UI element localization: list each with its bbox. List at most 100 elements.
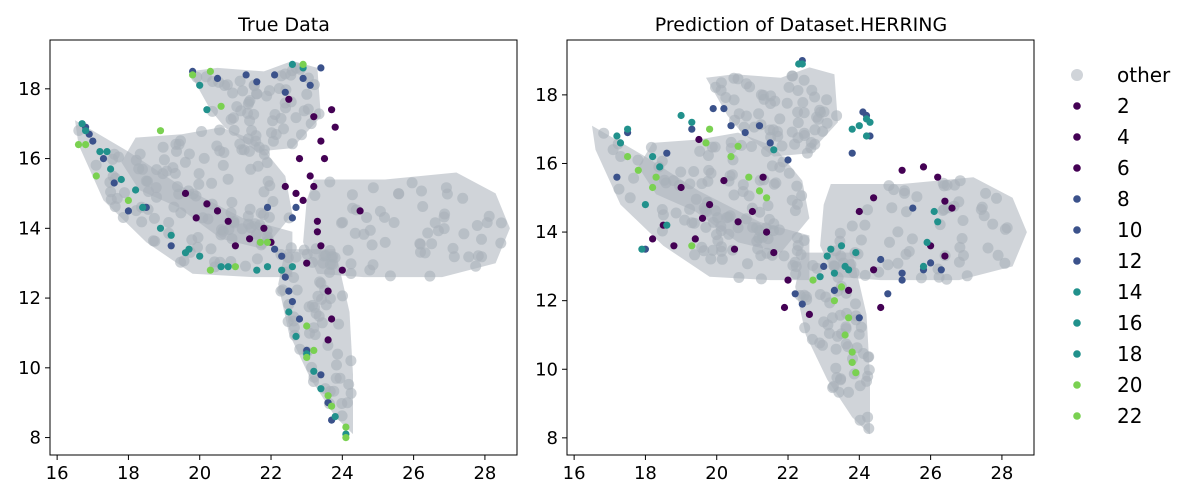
other-point bbox=[322, 339, 334, 351]
other-point bbox=[108, 148, 120, 160]
other-point bbox=[783, 167, 795, 179]
x-tick-label: 22 bbox=[777, 463, 800, 484]
cluster-4-point bbox=[941, 252, 949, 260]
other-point bbox=[624, 192, 636, 204]
cluster-4-point bbox=[292, 189, 300, 197]
x-tick-label: 16 bbox=[46, 463, 69, 484]
cluster-20-point bbox=[324, 392, 332, 400]
legend-marker bbox=[1073, 319, 1081, 327]
other-point bbox=[798, 235, 810, 246]
other-point bbox=[831, 110, 843, 122]
cluster-16-point bbox=[641, 201, 650, 209]
other-point bbox=[258, 209, 270, 221]
cluster-8-point bbox=[898, 269, 906, 277]
other-point bbox=[472, 250, 484, 262]
cluster-2-point bbox=[203, 200, 211, 208]
y-tick-label: 14 bbox=[18, 218, 41, 239]
cluster-4-point bbox=[748, 207, 757, 216]
other-point bbox=[345, 258, 357, 270]
other-point bbox=[783, 81, 795, 93]
other-point bbox=[426, 238, 438, 250]
cluster-6-point bbox=[356, 207, 364, 215]
panel-title-true-data: True Data bbox=[237, 14, 330, 36]
cluster-8-point bbox=[271, 71, 279, 79]
cluster-18-point bbox=[613, 132, 621, 140]
cluster-22-point bbox=[706, 125, 714, 133]
other-point bbox=[613, 183, 625, 195]
other-point bbox=[269, 109, 281, 120]
cluster-18-point bbox=[841, 262, 849, 270]
legend-label: 12 bbox=[1117, 249, 1142, 273]
other-point bbox=[818, 316, 830, 328]
legend-label: 10 bbox=[1117, 218, 1142, 242]
other-point bbox=[291, 284, 303, 296]
other-point bbox=[726, 169, 738, 181]
cluster-16-point bbox=[288, 60, 296, 68]
other-point bbox=[707, 244, 719, 256]
cluster-8-point bbox=[299, 74, 307, 82]
other-point bbox=[941, 273, 953, 285]
cluster-8-point bbox=[663, 149, 671, 157]
cluster-12-point bbox=[167, 242, 175, 250]
other-point bbox=[657, 209, 669, 221]
other-point bbox=[694, 145, 706, 157]
cluster-2-point bbox=[246, 235, 254, 243]
cluster-22-point bbox=[74, 141, 83, 149]
other-point bbox=[316, 317, 328, 329]
other-point bbox=[205, 243, 217, 255]
y-tick-label: 16 bbox=[18, 149, 41, 170]
other-point bbox=[470, 260, 482, 272]
y-tick-label: 8 bbox=[547, 428, 558, 449]
cluster-16-point bbox=[317, 385, 325, 393]
other-point bbox=[796, 190, 808, 202]
other-point bbox=[117, 212, 129, 223]
panel-true-data: True Data 16 18 20 22 24 26 28 8 10 12 14 16 18 bbox=[18, 14, 518, 484]
cluster-10-point bbox=[877, 255, 885, 264]
other-point bbox=[817, 125, 829, 137]
other-point bbox=[901, 206, 912, 218]
other-point bbox=[992, 249, 1004, 261]
cluster-8-point bbox=[909, 204, 917, 212]
other-point bbox=[598, 127, 610, 139]
other-point bbox=[228, 112, 239, 124]
x-tick-label: 18 bbox=[117, 463, 140, 484]
cluster-22-point bbox=[92, 172, 100, 180]
cluster-10-point bbox=[306, 81, 314, 89]
cluster-2-point bbox=[734, 218, 742, 226]
other-point bbox=[746, 141, 757, 152]
cluster-4-point bbox=[898, 166, 906, 174]
cluster-8-point bbox=[281, 273, 289, 281]
other-point bbox=[703, 164, 715, 176]
other-point bbox=[807, 260, 819, 271]
cluster-22-point bbox=[652, 173, 660, 181]
cluster-6-point bbox=[192, 214, 200, 222]
other-point bbox=[243, 96, 255, 108]
cluster-20-point bbox=[763, 194, 771, 202]
x-tick-label: 16 bbox=[563, 463, 586, 484]
other-point bbox=[324, 293, 336, 305]
other-point bbox=[832, 330, 843, 342]
cluster-14-point bbox=[253, 266, 261, 274]
other-point bbox=[776, 140, 788, 152]
cluster-6-point bbox=[870, 266, 878, 274]
other-point bbox=[899, 185, 910, 197]
other-point bbox=[815, 106, 826, 118]
other-point bbox=[792, 85, 804, 96]
cluster-4-point bbox=[285, 95, 293, 103]
cluster-20-point bbox=[231, 263, 239, 271]
other-point bbox=[178, 255, 190, 267]
cluster-12-point bbox=[288, 298, 296, 306]
cluster-2-point bbox=[299, 196, 307, 204]
other-point bbox=[789, 256, 801, 268]
cluster-8-point bbox=[927, 259, 935, 267]
legend-marker bbox=[1073, 288, 1081, 296]
cluster-4-point bbox=[328, 315, 336, 323]
cluster-12-point bbox=[253, 78, 261, 86]
other-point bbox=[709, 205, 721, 217]
other-point bbox=[228, 124, 240, 136]
other-point bbox=[290, 112, 302, 124]
legend-label: 14 bbox=[1117, 280, 1142, 304]
other-point bbox=[367, 259, 379, 271]
other-point bbox=[262, 175, 274, 187]
cluster-12-point bbox=[720, 105, 728, 113]
